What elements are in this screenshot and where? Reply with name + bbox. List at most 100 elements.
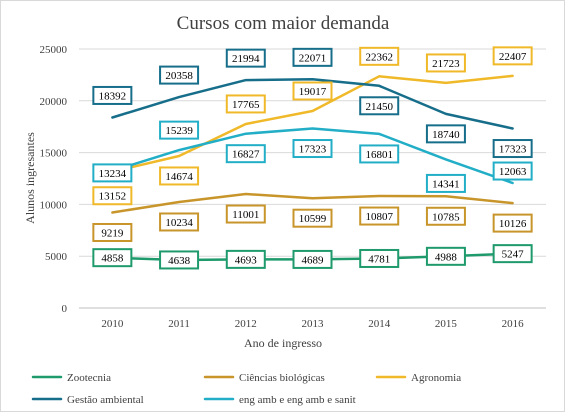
data-label-box <box>92 186 133 206</box>
data-label-box <box>292 139 333 159</box>
data-label-box <box>425 206 466 226</box>
data-label-box <box>492 244 533 264</box>
data-label: 16827 <box>232 149 260 161</box>
data-label-box <box>359 248 400 268</box>
x-axis-title: Ano de ingresso <box>244 336 322 350</box>
data-label: 4638 <box>168 255 191 267</box>
y-tick-label: 25000 <box>40 44 68 56</box>
series-line <box>111 78 514 130</box>
data-label-box <box>159 212 200 232</box>
data-label: 22407 <box>499 51 527 63</box>
data-label-box <box>359 206 400 226</box>
data-label: 10126 <box>499 218 527 230</box>
data-label: 4988 <box>435 251 458 263</box>
data-label: 17323 <box>299 144 327 156</box>
data-label-box <box>492 46 533 66</box>
data-label: 4781 <box>368 253 390 265</box>
data-label-box <box>292 208 333 228</box>
series-line <box>111 127 514 185</box>
series-line <box>111 74 514 173</box>
data-label-box <box>159 250 200 270</box>
data-label: 22071 <box>299 52 327 64</box>
data-label-box <box>359 96 400 116</box>
data-label: 20358 <box>165 70 193 82</box>
data-label-box <box>159 120 200 140</box>
data-label-box <box>359 144 400 164</box>
data-label-box <box>159 65 200 85</box>
legend-label: Zootecnia <box>67 372 111 384</box>
data-label: 13152 <box>99 191 127 203</box>
y-axis-title: Alunos ingresantes <box>23 132 37 224</box>
data-label-box <box>292 81 333 101</box>
data-label-box <box>425 124 466 144</box>
data-label: 19017 <box>299 86 327 98</box>
data-label-box <box>425 53 466 73</box>
data-label-box <box>225 48 266 68</box>
data-label: 4858 <box>101 253 124 265</box>
data-label: 14674 <box>165 171 193 183</box>
data-label: 5247 <box>502 249 525 261</box>
y-tick-label: 15000 <box>40 148 68 160</box>
x-tick-label: 2011 <box>168 318 190 330</box>
data-label: 15239 <box>165 125 193 137</box>
x-tick-label: 2013 <box>302 318 325 330</box>
series-line <box>111 192 514 214</box>
y-tick-label: 5000 <box>45 251 68 263</box>
data-label: 10234 <box>165 217 193 229</box>
data-label-box <box>492 139 533 159</box>
data-label-box <box>225 144 266 164</box>
data-label: 14341 <box>432 178 460 190</box>
data-label: 21450 <box>365 101 393 113</box>
data-label-box <box>225 249 266 269</box>
data-label-box <box>292 47 333 67</box>
data-label-box <box>492 161 533 181</box>
data-label: 21994 <box>232 53 260 65</box>
data-label: 4689 <box>302 254 325 266</box>
data-labels: 4858 4638 4693 4689 4781 4988 5247 9219 10234 110… <box>92 46 533 270</box>
data-label: 13234 <box>99 168 127 180</box>
data-label: 10785 <box>432 211 460 223</box>
data-label: 10807 <box>365 211 393 223</box>
y-tick-label: 20000 <box>40 96 68 108</box>
data-label-box <box>159 166 200 186</box>
data-label-box <box>225 94 266 114</box>
x-tick-label: 2014 <box>368 318 391 330</box>
data-label-box <box>92 85 133 105</box>
data-label: 18740 <box>432 129 460 141</box>
data-label-box <box>92 248 133 268</box>
data-label: 18392 <box>99 90 127 102</box>
x-tick-label: 2015 <box>435 318 458 330</box>
legend-label: Gestão ambiental <box>67 394 144 406</box>
y-tick-label: 0 <box>62 303 68 315</box>
x-tick-label: 2016 <box>502 318 525 330</box>
chart-title: Cursos com maior demanda <box>177 13 390 34</box>
data-label: 17765 <box>232 99 260 111</box>
data-label: 4693 <box>235 254 258 266</box>
data-label: 22362 <box>365 51 393 63</box>
data-label-box <box>292 249 333 269</box>
data-label-box <box>425 246 466 266</box>
legend: Zootecnia Ciências biológicas Agronomia Ges… <box>31 372 461 406</box>
data-label: 16801 <box>365 149 393 161</box>
y-axis-ticks: 0 5000 10000 15000 20000 25000 <box>40 44 68 315</box>
data-label: 17323 <box>499 144 527 156</box>
x-axis-ticks: 2010 2011 2012 2013 2014 2015 2016 <box>101 318 524 330</box>
data-label: 21723 <box>432 58 460 70</box>
data-label-box <box>425 173 466 193</box>
data-label-box <box>492 213 533 233</box>
legend-label: Agronomia <box>411 372 461 384</box>
legend-label: eng amb e eng amb e sanit <box>239 394 356 406</box>
data-label: 10599 <box>299 213 327 225</box>
data-label-box <box>92 222 133 242</box>
legend-label: Ciências biológicas <box>239 372 325 384</box>
data-label-box <box>359 46 400 66</box>
x-tick-label: 2010 <box>101 318 124 330</box>
data-label: 9219 <box>101 227 124 239</box>
data-label: 12063 <box>499 166 527 178</box>
x-tick-label: 2012 <box>235 318 257 330</box>
data-label-box <box>92 163 133 183</box>
data-label-box <box>225 204 266 224</box>
y-tick-label: 10000 <box>40 199 68 211</box>
